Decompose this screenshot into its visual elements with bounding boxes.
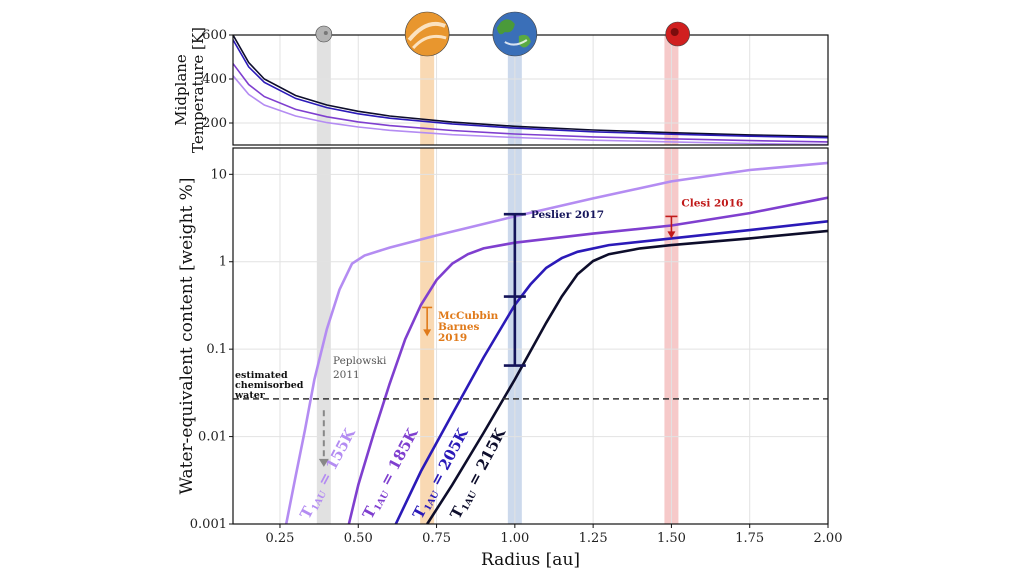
venus-swirl-2 [412, 34, 447, 50]
top-band-1 [420, 35, 435, 145]
bottom-band-0 [316, 148, 331, 524]
bottom-ytick-label-3: 1 [219, 255, 227, 270]
temperature-line-0 [233, 35, 828, 138]
bottom-ytick-label-2: 0.1 [206, 342, 227, 357]
temperature-panel: 200 400 600 [202, 11, 829, 146]
top-ylabel-line1: Midplane [172, 54, 190, 126]
venus-icon [404, 11, 450, 57]
mercury-icon-disc [315, 25, 333, 43]
bottom-ytick-label-1: 0.01 [198, 430, 227, 445]
xtick-label-0: 0.25 [265, 531, 294, 546]
top-band-0 [316, 35, 331, 145]
mercury-crater [323, 31, 328, 35]
earth-cloud [504, 39, 528, 46]
clesi-label: Clesi 2016 [681, 197, 743, 209]
chemisorbed-label-line2: chemisorbed [235, 380, 304, 391]
xtick-label-4: 1.25 [579, 531, 608, 546]
top-ytick-label-0: 200 [202, 116, 227, 131]
venus-icon-disc [404, 11, 450, 57]
bottom-axes-frame [232, 147, 829, 525]
mars-icon [665, 21, 690, 47]
x-axis-label: Radius [au] [481, 550, 580, 570]
bottom-ytick-label-4: 10 [210, 167, 227, 182]
water-line-2 [394, 220, 828, 524]
mccubbin-label-line1: McCubbin [438, 310, 499, 322]
earth-land-1 [496, 19, 515, 35]
water-line-3 [426, 229, 828, 524]
top-ytick-label-1: 400 [202, 72, 227, 87]
mccubbin-label-line2: Barnes [438, 321, 480, 333]
mars-spot [670, 28, 679, 36]
xtick-label-1: 0.50 [344, 531, 373, 546]
mccubbin-arrow-head [423, 329, 432, 337]
venus-swirl-1 [407, 21, 446, 42]
water-line-1 [347, 196, 828, 524]
xtick-label-3: 1.00 [500, 531, 529, 546]
peplowski-arrow-head [318, 458, 329, 467]
water-line-0 [284, 161, 828, 524]
top-ylabel-line2: Temperature [K] [189, 27, 207, 153]
xtick-label-2: 0.75 [422, 531, 451, 546]
mercury-icon [315, 25, 333, 43]
temperature-line-2 [233, 63, 828, 143]
xtick-label-5: 1.50 [657, 531, 686, 546]
bottom-ytick-label-0: 0.001 [190, 517, 227, 532]
peplowski-label-line2: 2011 [333, 369, 360, 381]
earth-icon-disc [492, 11, 538, 57]
peslier-label: Peslier 2017 [531, 209, 604, 221]
earth-icon [492, 11, 538, 57]
peplowski-label-line1: Peplowski [333, 355, 387, 367]
top-ytick-label-2: 600 [202, 28, 227, 43]
bottom-ylabel: Water-equivalent content [weight %] [177, 178, 197, 495]
temperature-line-1 [233, 39, 828, 139]
temperature-line-3 [233, 75, 828, 145]
xtick-label-6: 1.75 [735, 531, 764, 546]
xtick-label-7: 2.00 [814, 531, 843, 546]
chemisorbed-label-line3: water [234, 390, 266, 401]
chemisorbed-label-line1: estimated [235, 370, 288, 381]
clesi-arrow-head [667, 231, 676, 239]
mccubbin-label-line3: 2019 [438, 332, 467, 344]
